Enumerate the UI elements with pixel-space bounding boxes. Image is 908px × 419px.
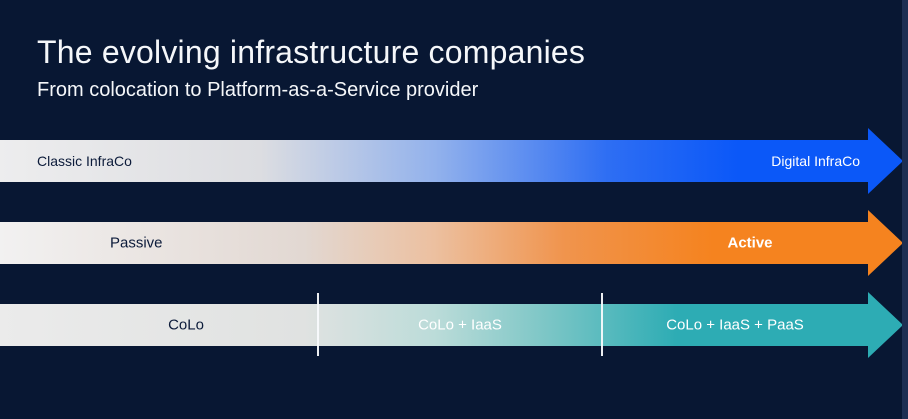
arrow-engagement-arrowhead-icon: [868, 210, 903, 276]
segment-divider: [601, 293, 603, 356]
slide-subtitle: From colocation to Platform-as-a-Service…: [37, 79, 479, 101]
slide-right-edge: [902, 0, 908, 419]
arrow-services-bar: [0, 304, 868, 346]
slide-title: The evolving infrastructure companies: [37, 34, 586, 70]
arrow-infraco-arrowhead-icon: [868, 128, 903, 194]
arrow-engagement-bar: [0, 222, 868, 264]
arrow-engagement: Passive Active: [0, 210, 903, 276]
arrow-infraco-bar: [0, 140, 868, 182]
arrow-services-arrowhead-icon: [868, 292, 903, 358]
label-passive: Passive: [110, 234, 163, 252]
arrow-services: CoLo CoLo + IaaS CoLo + IaaS + PaaS: [0, 292, 903, 358]
arrow-infraco: Classic InfraCo Digital InfraCo: [0, 128, 903, 194]
label-classic-infraco: Classic InfraCo: [37, 153, 132, 169]
segment-divider: [317, 293, 319, 356]
label-active: Active: [727, 234, 773, 252]
label-colo: CoLo: [168, 316, 204, 334]
label-digital-infraco: Digital InfraCo: [771, 153, 860, 169]
label-colo-iaas: CoLo + IaaS: [418, 316, 502, 334]
label-colo-iaas-paas: CoLo + IaaS + PaaS: [666, 316, 804, 334]
